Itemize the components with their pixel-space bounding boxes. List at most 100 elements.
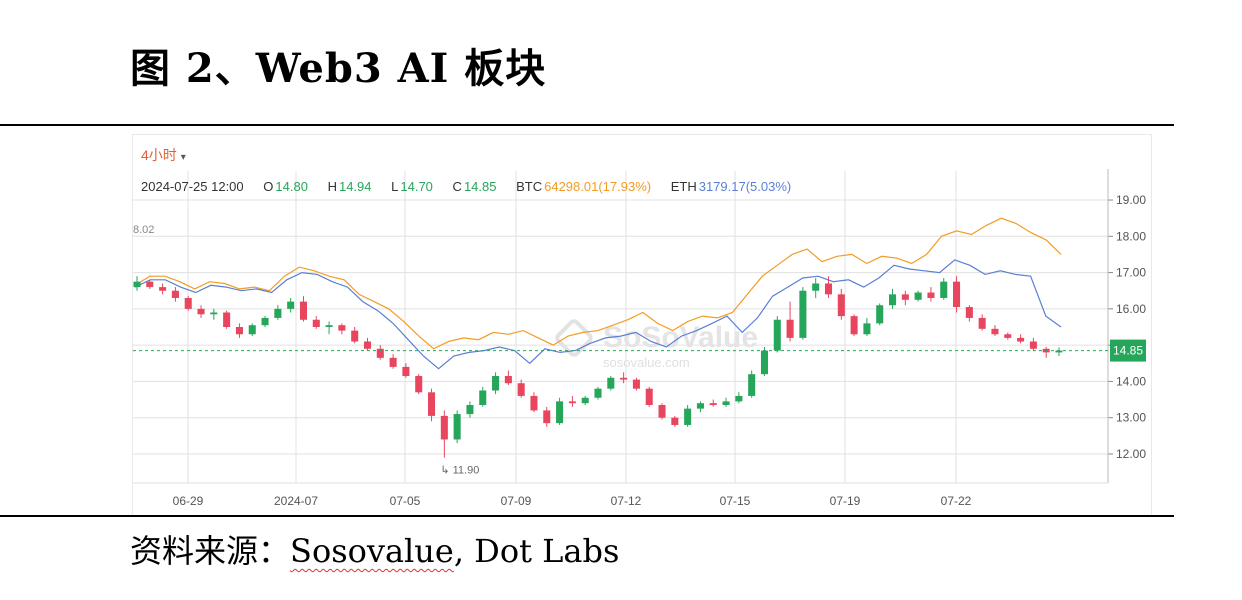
candle-body xyxy=(133,281,141,288)
high-label: H xyxy=(327,179,337,194)
candle-body xyxy=(876,305,884,324)
candle-body xyxy=(684,408,692,425)
watermark-url: sosovalue.com xyxy=(603,355,690,370)
low-label: L xyxy=(391,179,399,194)
candle-body xyxy=(376,348,384,358)
close-label: C xyxy=(452,179,462,194)
candle-body xyxy=(453,414,461,440)
source-label: 资料来源： xyxy=(130,532,291,570)
candle-body xyxy=(991,328,999,335)
candle-body xyxy=(735,395,743,402)
candle-body xyxy=(748,374,756,396)
x-tick-label: 07-09 xyxy=(501,494,532,508)
candle-body xyxy=(607,377,615,389)
candle-body xyxy=(863,323,871,335)
candle-body xyxy=(402,366,410,376)
x-tick-label: 07-12 xyxy=(611,494,642,508)
candle-body xyxy=(504,375,512,384)
candle-body xyxy=(773,319,781,351)
candle-body xyxy=(325,325,333,327)
candle-body xyxy=(261,317,269,326)
candle-body xyxy=(594,388,602,398)
candle-body xyxy=(568,401,576,404)
price-chart[interactable]: 19.0018.0017.0016.0015.0014.0013.0012.00… xyxy=(133,135,1151,515)
candle-body xyxy=(850,316,858,335)
candle-body xyxy=(338,325,346,331)
candle-body xyxy=(415,375,423,393)
candle-body xyxy=(1017,337,1025,342)
candle-body xyxy=(1055,350,1063,353)
source-note: 资料来源：Sosovalue, Dot Labs xyxy=(130,526,619,572)
y-tick-label: 14.00 xyxy=(1116,374,1146,388)
candle-body xyxy=(312,319,320,327)
candle-body xyxy=(658,405,666,418)
candle-body xyxy=(914,292,922,300)
figure-title: 图 2、Web3 AI 板块 xyxy=(130,45,547,92)
candle-body xyxy=(146,281,154,288)
candle-body xyxy=(709,403,717,405)
candle-body xyxy=(581,397,589,404)
candle-body xyxy=(556,401,564,424)
candle-body xyxy=(248,325,256,335)
y-tick-label: 17.00 xyxy=(1116,266,1146,280)
candle-body xyxy=(889,294,897,306)
x-tick-label: 07-19 xyxy=(830,494,861,508)
y-tick-label: 16.00 xyxy=(1116,302,1146,316)
y-tick-label: 12.00 xyxy=(1116,447,1146,461)
candle-body xyxy=(235,327,243,335)
candle-body xyxy=(696,403,704,409)
eth-line xyxy=(134,259,1062,370)
low-value: 14.70 xyxy=(400,179,433,194)
candle-body xyxy=(1029,341,1037,349)
interval-label: 4小时 xyxy=(141,147,177,163)
candle-body xyxy=(466,405,474,415)
candle-body xyxy=(299,301,307,320)
info-date: 2024-07-25 12:00 xyxy=(141,179,244,194)
candle-body xyxy=(492,375,500,391)
candle-body xyxy=(274,308,282,318)
candle-body xyxy=(197,308,205,315)
candle-body xyxy=(799,290,807,338)
candle-body xyxy=(965,307,973,318)
x-tick-label: 07-05 xyxy=(390,494,421,508)
close-value: 14.85 xyxy=(463,179,497,194)
x-tick-label: 06-29 xyxy=(173,494,204,508)
candle-body xyxy=(210,312,218,315)
candle-body xyxy=(171,290,179,298)
candle-body xyxy=(632,379,640,389)
candle-body xyxy=(159,287,167,291)
candle-body xyxy=(953,281,961,308)
max-price-label: 8.02 xyxy=(133,224,154,236)
y-tick-label: 13.00 xyxy=(1116,411,1146,425)
candle-body xyxy=(645,388,653,405)
candle-body xyxy=(389,357,397,367)
open-value: 14.80 xyxy=(275,179,308,194)
candle-body xyxy=(1004,334,1012,338)
open-label: O xyxy=(263,179,274,194)
bottom-rule xyxy=(0,515,1174,517)
candle-body xyxy=(351,330,359,342)
chevron-down-icon: ▾ xyxy=(180,152,186,163)
current-price-label: 14.85 xyxy=(1113,344,1143,358)
source-name: Sosovalue xyxy=(290,532,454,570)
eth-label: ETH xyxy=(670,179,697,194)
candle-body xyxy=(620,377,628,380)
current-price-badge xyxy=(1110,339,1146,362)
x-tick-label: 07-22 xyxy=(941,494,972,508)
candle-body xyxy=(760,350,768,375)
candle-body xyxy=(479,390,487,405)
candle-body xyxy=(722,401,730,405)
y-tick-label: 18.00 xyxy=(1116,229,1146,243)
candle-body xyxy=(786,319,794,338)
candle-body xyxy=(940,281,948,298)
y-tick-label: 19.00 xyxy=(1116,193,1146,207)
source-rest: , Dot Labs xyxy=(453,532,620,570)
candle-body xyxy=(901,294,909,300)
candle-body xyxy=(824,283,833,295)
candle-body xyxy=(428,392,436,416)
x-tick-label: 07-15 xyxy=(720,494,751,508)
interval-selector[interactable]: 4小时 ▾ xyxy=(141,145,186,165)
candle-body xyxy=(223,312,231,327)
high-value: 14.94 xyxy=(338,179,372,194)
